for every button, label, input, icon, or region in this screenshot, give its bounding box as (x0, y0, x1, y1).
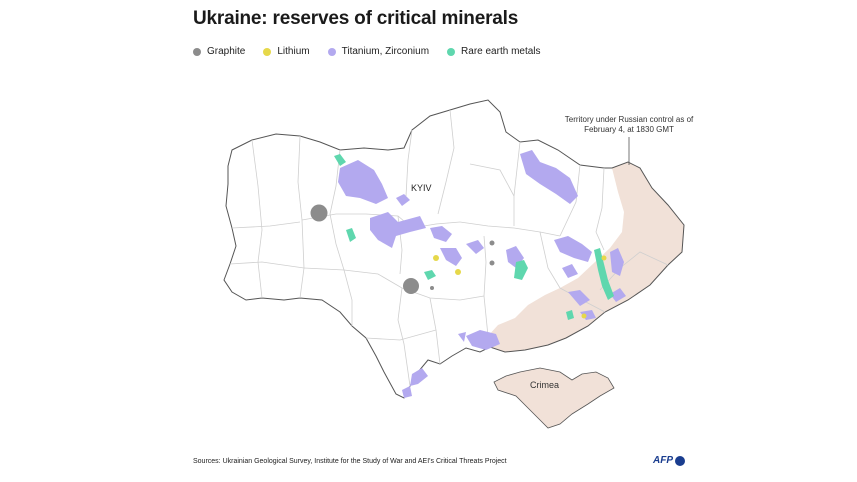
rare-earth-deposits (334, 154, 614, 320)
afp-logo-dot (675, 455, 685, 466)
sources-text: Sources: Ukrainian Geological Survey, In… (193, 458, 507, 465)
lithium-deposit (433, 255, 439, 261)
titanium-deposit (410, 368, 428, 386)
lithium-deposit (601, 255, 607, 261)
titanium-deposit (562, 264, 578, 278)
graphite-deposit (430, 286, 434, 290)
territory-note: Territory under Russian control as of Fe… (564, 115, 694, 134)
titanium-deposit (466, 330, 500, 350)
titanium-deposit (396, 194, 410, 206)
city-label-kyiv: KYIV (410, 183, 433, 193)
lithium-deposits (433, 255, 607, 319)
titanium-deposit (568, 290, 590, 306)
graphite-deposits (310, 204, 495, 294)
legend-item-lithium: Lithium (263, 46, 310, 57)
titanium-deposit (466, 240, 484, 254)
titanium-deposit (370, 212, 426, 248)
titanium-deposit (554, 236, 592, 262)
legend: Graphite Lithium Titanium, Zirconium Rar… (193, 46, 541, 57)
legend-label-lithium: Lithium (277, 46, 310, 57)
graphite-deposit (489, 260, 495, 266)
legend-label-graphite: Graphite (207, 46, 246, 57)
titanium-deposit (440, 248, 462, 266)
titanium-deposit (402, 386, 412, 398)
rare-earth-swatch (447, 47, 456, 56)
titanium-zirconium-deposits (338, 150, 626, 398)
titanium-deposit (580, 310, 596, 320)
graphite-deposit (403, 278, 419, 294)
titanium-deposit (430, 226, 452, 242)
graphite-deposit (310, 204, 328, 222)
afp-logo: AFP (653, 455, 685, 466)
titanium-deposit (458, 332, 466, 342)
rare-earth-deposit (346, 228, 356, 242)
titanium-deposit (610, 248, 624, 276)
rare-earth-deposit (514, 260, 528, 280)
legend-item-titanium: Titanium, Zirconium (327, 46, 430, 57)
legend-item-rare-earth: Rare earth metals (447, 46, 541, 57)
legend-item-graphite: Graphite (193, 46, 245, 57)
crimea-peninsula (493, 367, 615, 429)
titanium-deposit (520, 150, 578, 204)
titanium-swatch (327, 47, 336, 56)
occupied-territory (488, 162, 684, 352)
region-label-crimea: Crimea (530, 380, 560, 390)
map-title: Ukraine: reserves of critical minerals (193, 8, 519, 29)
region-boundaries (229, 109, 669, 387)
lithium-deposit (581, 313, 587, 319)
afp-logo-text: AFP (653, 455, 673, 466)
graphite-swatch (193, 47, 201, 56)
rare-earth-deposit (594, 248, 614, 300)
legend-label-titanium: Titanium, Zirconium (341, 46, 430, 57)
rare-earth-deposit (334, 154, 346, 166)
rare-earth-deposit (424, 270, 436, 280)
lithium-deposit (455, 269, 461, 275)
rare-earth-deposit (566, 310, 574, 320)
country-border (223, 99, 685, 399)
lithium-swatch (263, 47, 272, 56)
graphite-deposit (489, 240, 495, 246)
titanium-deposit (610, 288, 626, 302)
legend-label-rare-earth: Rare earth metals (461, 46, 541, 57)
titanium-deposit (338, 160, 388, 204)
